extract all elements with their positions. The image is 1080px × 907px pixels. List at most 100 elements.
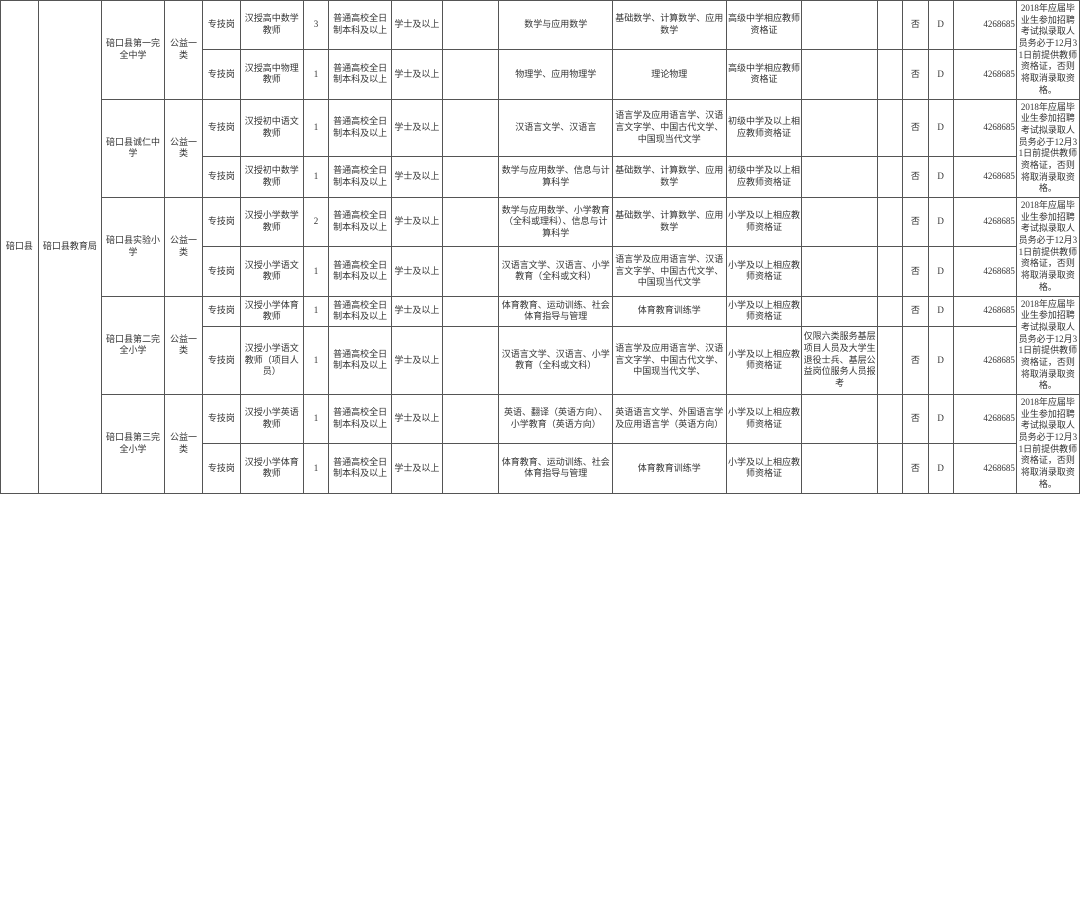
direction: 英语语言文学、外国语言学及应用语言学（英语方向）	[613, 395, 727, 444]
count: 1	[303, 444, 328, 493]
major: 体育教育、运动训练、社会体育指导与管理	[499, 296, 613, 326]
phone: 4268685	[953, 326, 1016, 394]
flag-no: 否	[903, 296, 928, 326]
post-type: 专技岗	[202, 247, 240, 296]
flag-d: D	[928, 296, 953, 326]
major: 汉语言文学、汉语言、小学教育（全科或文科）	[499, 247, 613, 296]
flag-no: 否	[903, 50, 928, 99]
post-name: 汉授初中语文教师	[240, 99, 303, 157]
category-cell: 公益一类	[165, 99, 203, 198]
cert: 初级中学及以上相应教师资格证	[726, 99, 802, 157]
post-type: 专技岗	[202, 157, 240, 198]
major: 英语、翻译（英语方向）、小学教育（英语方向）	[499, 395, 613, 444]
recruitment-table: 碚口县碚口县教育局碚口县第一完全中学公益一类专技岗汉授高中数学教师3普通高校全日…	[0, 0, 1080, 494]
limit	[802, 1, 878, 50]
blank-a	[442, 198, 499, 247]
post-type: 专技岗	[202, 326, 240, 394]
blank-b	[878, 157, 903, 198]
flag-d: D	[928, 395, 953, 444]
flag-d: D	[928, 198, 953, 247]
post-name: 汉授小学体育教师	[240, 444, 303, 493]
cert: 小学及以上相应教师资格证	[726, 326, 802, 394]
major: 数学与应用数学、信息与计算科学	[499, 157, 613, 198]
degree: 学士及以上	[392, 444, 442, 493]
count: 1	[303, 395, 328, 444]
education: 普通高校全日制本科及以上	[329, 50, 392, 99]
cert: 小学及以上相应教师资格证	[726, 247, 802, 296]
education: 普通高校全日制本科及以上	[329, 198, 392, 247]
blank-b	[878, 326, 903, 394]
direction: 基础数学、计算数学、应用数学	[613, 157, 727, 198]
note-cell: 2018年应届毕业生参加招聘考试拟录取人员务必于12月31日前提供教师资格证，否…	[1016, 296, 1079, 395]
post-name: 汉授初中数学教师	[240, 157, 303, 198]
blank-a	[442, 157, 499, 198]
cert: 小学及以上相应教师资格证	[726, 198, 802, 247]
blank-a	[442, 1, 499, 50]
blank-a	[442, 395, 499, 444]
major: 物理学、应用物理学	[499, 50, 613, 99]
flag-d: D	[928, 99, 953, 157]
count: 1	[303, 296, 328, 326]
phone: 4268685	[953, 296, 1016, 326]
count: 1	[303, 157, 328, 198]
education: 普通高校全日制本科及以上	[329, 326, 392, 394]
blank-b	[878, 99, 903, 157]
count: 2	[303, 198, 328, 247]
phone: 4268685	[953, 395, 1016, 444]
flag-no: 否	[903, 1, 928, 50]
cert: 小学及以上相应教师资格证	[726, 395, 802, 444]
category-cell: 公益一类	[165, 1, 203, 100]
count: 1	[303, 247, 328, 296]
limit	[802, 157, 878, 198]
post-name: 汉授高中物理教师	[240, 50, 303, 99]
category-cell: 公益一类	[165, 395, 203, 494]
flag-d: D	[928, 157, 953, 198]
direction: 基础数学、计算数学、应用数学	[613, 1, 727, 50]
degree: 学士及以上	[392, 395, 442, 444]
phone: 4268685	[953, 157, 1016, 198]
limit: 仅限六类服务基层项目人员及大学生退役士兵、基层公益岗位服务人员报考	[802, 326, 878, 394]
phone: 4268685	[953, 99, 1016, 157]
category-cell: 公益一类	[165, 198, 203, 297]
direction: 语言学及应用语言学、汉语言文字学、中国古代文学、中国现当代文学	[613, 99, 727, 157]
limit	[802, 247, 878, 296]
degree: 学士及以上	[392, 157, 442, 198]
blank-a	[442, 247, 499, 296]
blank-b	[878, 247, 903, 296]
limit	[802, 50, 878, 99]
blank-a	[442, 99, 499, 157]
limit	[802, 198, 878, 247]
education: 普通高校全日制本科及以上	[329, 1, 392, 50]
direction: 体育教育训练学	[613, 444, 727, 493]
cert: 小学及以上相应教师资格证	[726, 296, 802, 326]
education: 普通高校全日制本科及以上	[329, 395, 392, 444]
limit	[802, 99, 878, 157]
phone: 4268685	[953, 247, 1016, 296]
post-type: 专技岗	[202, 50, 240, 99]
post-name: 汉授小学语文教师	[240, 247, 303, 296]
cert: 高级中学相应教师资格证	[726, 1, 802, 50]
major: 数学与应用数学	[499, 1, 613, 50]
direction: 基础数学、计算数学、应用数学	[613, 198, 727, 247]
flag-d: D	[928, 247, 953, 296]
degree: 学士及以上	[392, 296, 442, 326]
post-type: 专技岗	[202, 444, 240, 493]
degree: 学士及以上	[392, 99, 442, 157]
flag-no: 否	[903, 198, 928, 247]
blank-b	[878, 50, 903, 99]
degree: 学士及以上	[392, 198, 442, 247]
post-type: 专技岗	[202, 296, 240, 326]
post-name: 汉授小学英语教师	[240, 395, 303, 444]
count: 1	[303, 99, 328, 157]
blank-b	[878, 198, 903, 247]
education: 普通高校全日制本科及以上	[329, 296, 392, 326]
flag-no: 否	[903, 444, 928, 493]
flag-no: 否	[903, 247, 928, 296]
bureau-cell: 碚口县教育局	[38, 1, 101, 494]
flag-no: 否	[903, 157, 928, 198]
education: 普通高校全日制本科及以上	[329, 99, 392, 157]
post-type: 专技岗	[202, 395, 240, 444]
flag-no: 否	[903, 395, 928, 444]
blank-a	[442, 50, 499, 99]
school-cell: 碚口县诚仁中学	[101, 99, 164, 198]
